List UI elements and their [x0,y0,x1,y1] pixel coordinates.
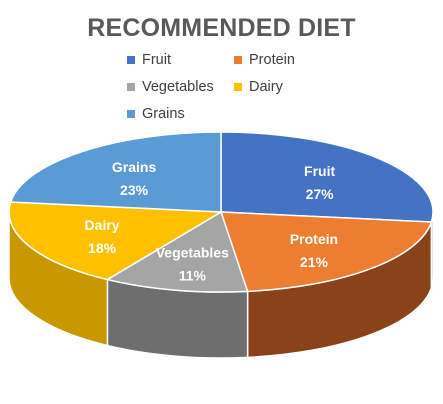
slice-name-label-vegetables: Vegetables [156,244,229,260]
legend-item-fruit: Fruit [127,52,171,68]
legend-swatch-dairy [234,83,242,91]
legend-swatch-vegetables [127,83,135,91]
slice-value-label-protein: 21% [300,254,329,270]
slice-name-label-protein: Protein [290,231,338,247]
legend-label-fruit: Fruit [142,52,171,68]
legend-item-grains: Grains [127,106,185,122]
slice-name-label-fruit: Fruit [304,163,335,179]
chart-title: RECOMMENDED DIET [87,14,356,42]
slice-value-label-dairy: 18% [88,240,117,256]
legend-swatch-grains [127,110,135,118]
slice-name-label-grains: Grains [112,159,157,175]
slice-grains [9,131,222,213]
legend-swatch-fruit [127,56,135,64]
pie-sides [8,211,434,359]
slice-name-label-dairy: Dairy [85,217,120,233]
pie-top [8,131,434,293]
legend-item-protein: Protein [234,52,295,68]
slice-protein [219,211,433,293]
legend-swatch-protein [234,56,242,64]
slice-value-label-vegetables: 11% [179,267,207,283]
legend-item-dairy: Dairy [234,79,283,95]
slice-fruit [220,131,434,223]
legend-label-vegetables: Vegetables [142,79,214,95]
slice-value-label-grains: 23% [120,182,149,198]
legend-label-grains: Grains [142,106,185,122]
slice-vegetables [105,210,249,293]
slice-dairy [8,201,224,281]
legend-label-dairy: Dairy [249,79,283,95]
slice-labels: Fruit 27% Protein 21% Vegetables 11% Dairy 18% G… [85,159,339,284]
legend-item-vegetables: Vegetables [127,79,214,95]
slice-value-label-fruit: 27% [306,186,335,202]
legend-label-protein: Protein [249,52,295,68]
